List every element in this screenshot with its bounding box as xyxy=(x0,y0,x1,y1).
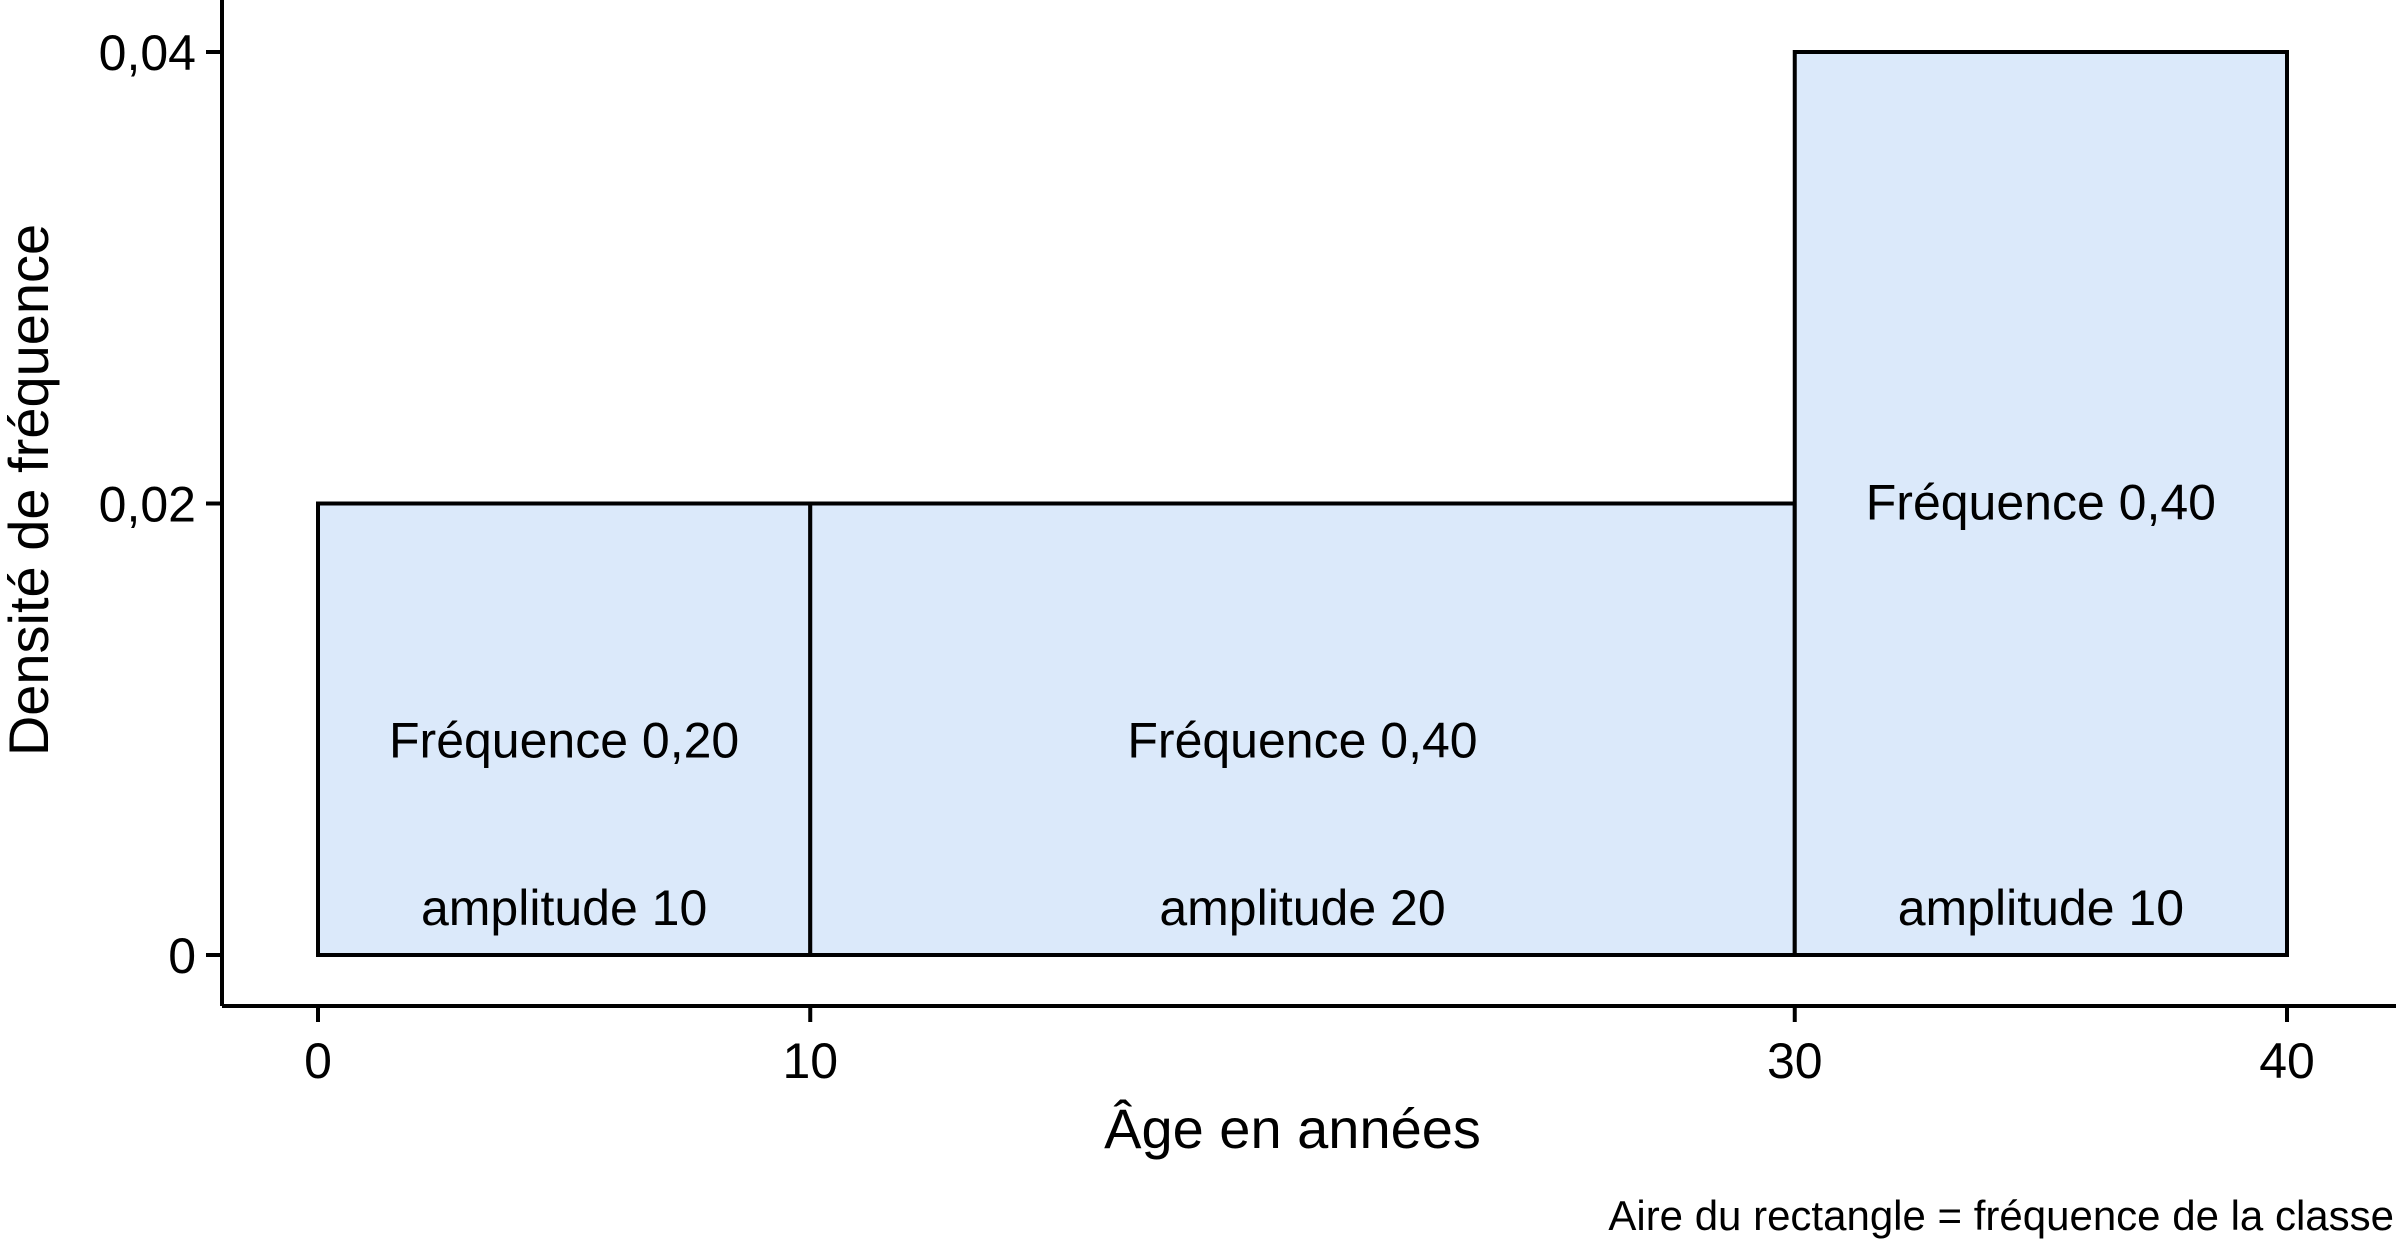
x-axis-title: Âge en années xyxy=(1104,1097,1481,1160)
bar-amplitude-label: amplitude 10 xyxy=(421,880,707,936)
x-tick-label: 10 xyxy=(782,1033,838,1089)
bars-layer xyxy=(316,50,2289,957)
bar-frequency-label: Fréquence 0,40 xyxy=(1866,475,2216,531)
bar-frequency-label: Fréquence 0,20 xyxy=(389,712,739,768)
x-tick-label: 0 xyxy=(304,1033,332,1089)
y-tick-label: 0,02 xyxy=(99,477,196,533)
y-tick-label: 0 xyxy=(168,928,196,984)
x-tick-label: 30 xyxy=(1767,1033,1823,1089)
x-tick-label: 40 xyxy=(2259,1033,2315,1089)
bar-frequency-label: Fréquence 0,40 xyxy=(1127,712,1477,768)
chart-caption: Aire du rectangle = fréquence de la clas… xyxy=(1608,1192,2394,1239)
bar-labels-layer: Fréquence 0,20 amplitude 10 Fréquence 0,40… xyxy=(389,475,2216,937)
bar-amplitude-label: amplitude 20 xyxy=(1159,880,1445,936)
y-axis-title: Densité de fréquence xyxy=(0,224,60,756)
histogram-bar-3 xyxy=(1792,50,2289,957)
y-tick-label: 0,04 xyxy=(99,25,196,81)
ticks-layer: 0 0,02 0,04 0 10 30 40 xyxy=(99,25,2315,1089)
bar-amplitude-label: amplitude 10 xyxy=(1898,880,2184,936)
histogram-bar-2 xyxy=(808,501,1797,957)
histogram-bar-1 xyxy=(316,501,813,957)
